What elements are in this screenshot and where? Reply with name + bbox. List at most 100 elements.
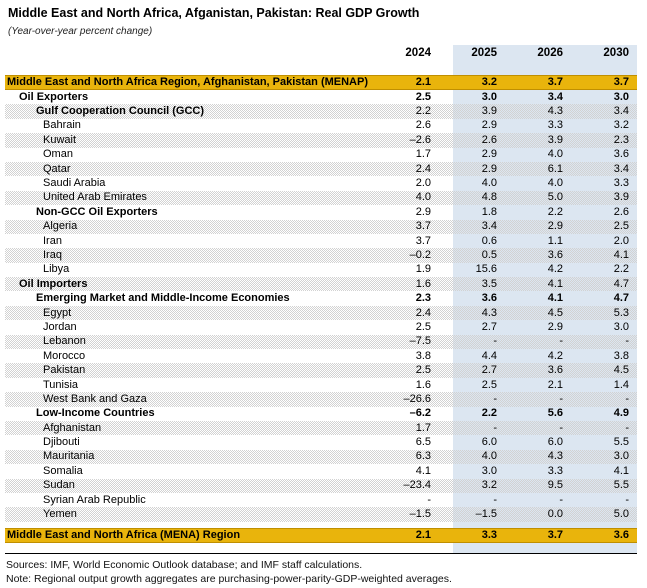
row-spacer <box>439 392 453 407</box>
row-spacer <box>439 378 453 392</box>
row-spacer <box>439 205 453 219</box>
value-2025: 3.0 <box>453 464 505 479</box>
value-2024: 2.1 <box>373 527 439 543</box>
row-spacer <box>439 148 453 162</box>
table-row: Libya 1.9 15.6 4.2 2.2 <box>5 262 637 278</box>
value-2024: 1.6 <box>415 378 431 391</box>
row-label: Sudan <box>5 478 373 493</box>
column-header-2026: 2026 <box>505 45 571 63</box>
value-2025: 2.6 <box>453 133 505 148</box>
value-2030: 3.6 <box>571 147 637 162</box>
value-2030: 3.2 <box>571 118 637 134</box>
row-spacer <box>439 104 453 119</box>
row-label: Oil Exporters <box>19 90 89 103</box>
value-2024: 2.9 <box>415 205 431 218</box>
row-spacer <box>439 305 453 321</box>
value-2025: 4.4 <box>453 349 505 364</box>
value-2024: 4.1 <box>415 464 431 477</box>
table-row: Low-Income Countries –6.2 2.2 5.6 4.9 <box>5 406 637 421</box>
value-2024: –26.6 <box>373 392 439 407</box>
row-spacer <box>439 161 453 177</box>
row-label: Pakistan <box>5 363 373 378</box>
row-label: Oman <box>43 148 73 161</box>
table-row: Djibouti 6.5 6.0 6.0 5.5 <box>5 435 637 450</box>
value-2024: 2.4 <box>373 305 439 321</box>
value-2024: 2.0 <box>415 177 431 190</box>
value-2026: 3.4 <box>505 90 571 105</box>
row-spacer <box>439 263 453 277</box>
row-spacer <box>439 133 453 148</box>
value-2025: 2.7 <box>453 320 505 335</box>
table-row: Egypt 2.4 4.3 4.5 5.3 <box>5 305 637 321</box>
value-2025: 2.7 <box>453 363 505 378</box>
table-row: Oman 1.7 2.9 4.0 3.6 <box>5 147 637 162</box>
value-2030: 3.0 <box>571 449 637 465</box>
table-row: Lebanon –7.5 - - - <box>5 334 637 350</box>
row-label: Iran <box>43 234 62 247</box>
table-row: Iran 3.7 0.6 1.1 2.0 <box>5 233 637 249</box>
value-2030: 1.4 <box>571 377 637 393</box>
value-2025: 3.2 <box>453 478 505 493</box>
value-2026: 4.5 <box>505 305 571 321</box>
value-2026: 3.3 <box>505 464 571 479</box>
bottom-blue-strip <box>5 542 637 554</box>
column-header-2024: 2024 <box>405 47 431 60</box>
value-2026: 2.2 <box>505 205 571 220</box>
value-2024: 1.7 <box>415 148 431 161</box>
row-spacer <box>439 527 453 543</box>
row-spacer <box>439 190 453 206</box>
value-2024: - <box>427 493 431 506</box>
value-2026: 3.7 <box>505 75 571 90</box>
gdp-table-body: Middle East and North Africa Region, Afg… <box>5 75 637 543</box>
table-row: Middle East and North Africa Region, Afg… <box>5 75 637 90</box>
value-2025: 4.0 <box>453 176 505 191</box>
row-label: Qatar <box>5 161 373 177</box>
value-2026: 4.2 <box>505 349 571 364</box>
value-2026: 5.6 <box>505 406 571 421</box>
value-2024: 2.3 <box>415 292 431 305</box>
value-2025: 2.9 <box>453 161 505 177</box>
value-2024: –0.2 <box>373 248 439 263</box>
row-spacer <box>439 75 453 90</box>
value-2025: 2.5 <box>453 377 505 393</box>
table-row: Yemen –1.5 –1.5 0.0 5.0 <box>5 507 637 522</box>
value-2026: - <box>505 492 571 508</box>
row-spacer <box>439 248 453 263</box>
row-label: United Arab Emirates <box>5 190 373 206</box>
value-2030: 3.4 <box>571 161 637 177</box>
table-row: Middle East and North Africa (MENA) Regi… <box>5 527 637 543</box>
value-2025: - <box>453 492 505 508</box>
table-row: West Bank and Gaza –26.6 - - - <box>5 392 637 407</box>
row-spacer <box>439 407 453 421</box>
row-spacer <box>439 176 453 190</box>
row-spacer <box>439 449 453 465</box>
table-row: Sudan –23.4 3.2 9.5 5.5 <box>5 478 637 493</box>
value-2026: 3.7 <box>505 527 571 543</box>
value-2024: –1.5 <box>373 507 439 522</box>
row-label: Libya <box>43 263 70 276</box>
value-2024: 2.1 <box>373 75 439 90</box>
value-2025: - <box>453 420 505 436</box>
value-2030: - <box>571 492 637 508</box>
value-2026: 5.0 <box>505 190 571 206</box>
row-label: Mauritania <box>5 449 373 465</box>
note-line: Note: Regional output growth aggregates … <box>6 573 452 585</box>
value-2030: 5.3 <box>571 305 637 321</box>
row-label: Morocco <box>43 349 86 362</box>
value-2025: 15.6 <box>453 262 505 278</box>
value-2026: 6.1 <box>505 161 571 177</box>
row-label: Tunisia <box>43 378 79 391</box>
page-title: Middle East and North Africa, Afganistan… <box>8 6 420 20</box>
table-row: Oil Exporters 2.5 3.0 3.4 3.0 <box>5 90 637 105</box>
value-2025: 3.9 <box>453 104 505 119</box>
value-2030: 4.1 <box>571 464 637 479</box>
row-label: Lebanon <box>5 334 373 350</box>
table-row: Pakistan 2.5 2.7 3.6 4.5 <box>5 363 637 378</box>
table-row: Iraq –0.2 0.5 3.6 4.1 <box>5 248 637 263</box>
value-2030: - <box>571 334 637 350</box>
table-bottom-rule <box>5 553 637 554</box>
row-label: Egypt <box>5 305 373 321</box>
gdp-growth-table: 2024 2025 2026 2030 Middle East and Nort… <box>5 45 637 554</box>
value-2030: 3.6 <box>571 527 637 543</box>
section-gap-row <box>5 521 637 528</box>
